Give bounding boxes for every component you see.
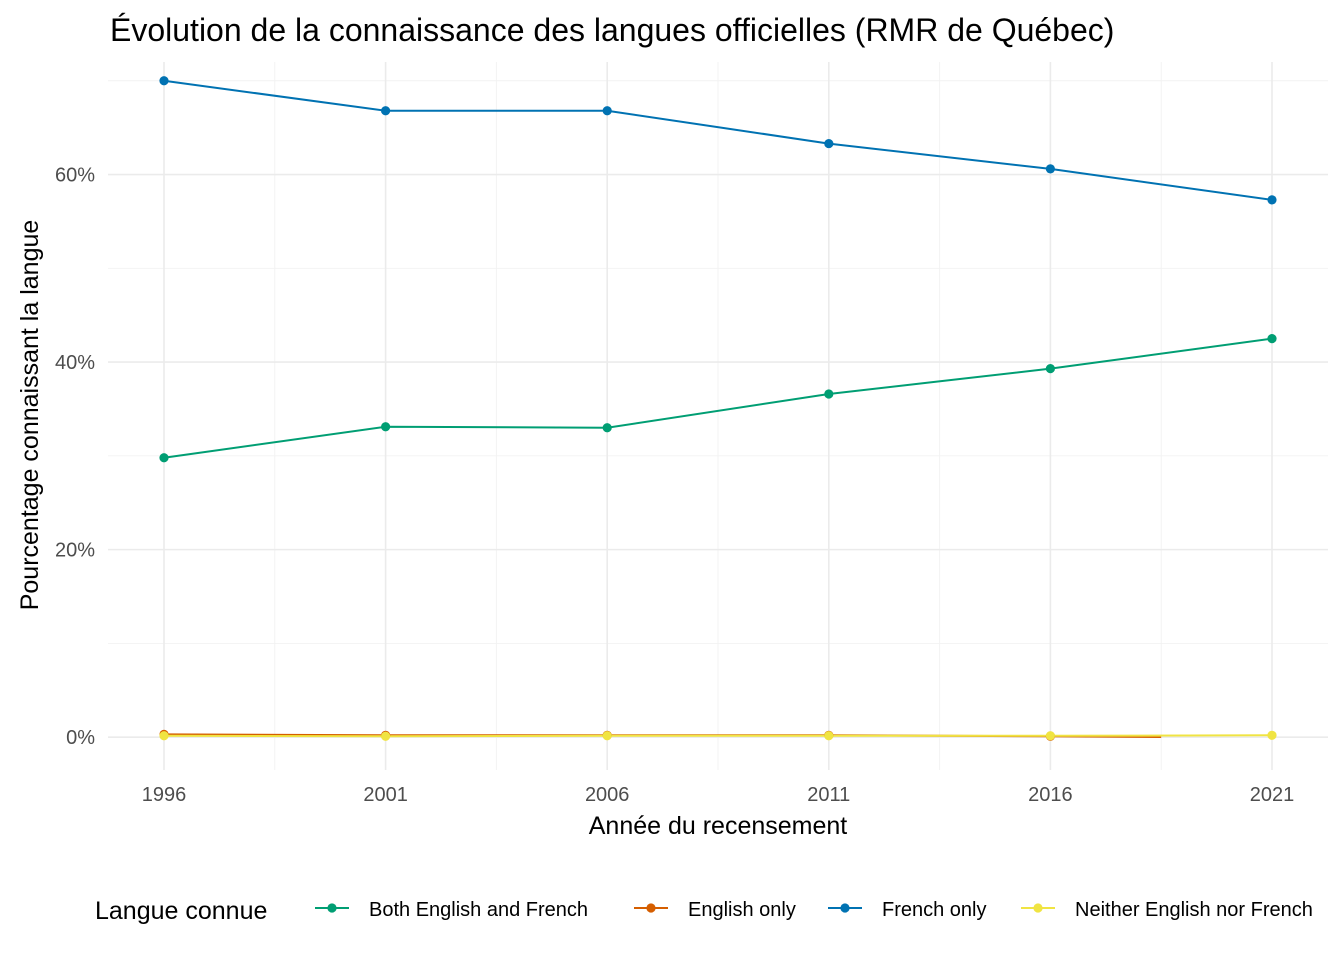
legend-key-point — [327, 903, 337, 913]
legend-item-english-only: English only — [634, 899, 796, 921]
y-tick-label: 40% — [55, 352, 95, 374]
x-tick-label: 2021 — [1250, 784, 1295, 806]
y-tick-label: 60% — [55, 165, 95, 187]
legend-key-point — [646, 903, 656, 913]
y-tick-label: 0% — [66, 727, 95, 749]
legend-label: French only — [882, 899, 987, 921]
data-point-neither-english-nor-french — [159, 731, 169, 741]
data-point-neither-english-nor-french — [381, 731, 391, 741]
x-tick-label: 1996 — [142, 784, 187, 806]
legend-item-french-only: French only — [828, 899, 987, 921]
x-tick-label: 2011 — [807, 784, 850, 806]
legend-label: English only — [688, 899, 796, 921]
data-point-neither-english-nor-french — [824, 731, 834, 741]
legend-label: Both English and French — [369, 899, 588, 921]
x-tick-label: 2001 — [363, 784, 408, 806]
data-point-french-only — [824, 138, 834, 149]
series-line-both-english-and-french — [163, 337, 1273, 459]
data-point-french-only — [602, 106, 612, 116]
legend-key-point — [840, 903, 850, 913]
data-point-both-english-and-french — [1267, 334, 1277, 344]
y-tick-label: 20% — [55, 540, 95, 562]
data-point-french-only — [1267, 195, 1277, 205]
data-point-neither-english-nor-french — [602, 731, 612, 741]
y-axis-ticks: 0% 20% 40% 60% — [55, 165, 95, 750]
data-point-both-english-and-french — [602, 423, 612, 433]
data-point-french-only — [1045, 164, 1055, 174]
series-line-french-only — [163, 79, 1273, 201]
data-point-both-english-and-french — [159, 453, 169, 463]
x-tick-label: 2006 — [585, 784, 630, 806]
legend-item-both-english-and-french: Both English and French — [315, 899, 588, 921]
data-point-french-only — [159, 76, 169, 86]
data-point-both-english-and-french — [381, 422, 391, 432]
series-points — [159, 76, 1277, 741]
legend-label: Neither English nor French — [1075, 899, 1313, 921]
data-point-french-only — [381, 106, 391, 116]
y-axis-title: Pourcentage connaissant la langue — [16, 220, 44, 611]
legend-key-point — [1033, 903, 1043, 913]
series-line-neither-english-nor-french — [163, 734, 1273, 738]
data-point-both-english-and-french — [1045, 364, 1055, 374]
series-lines — [163, 79, 1273, 738]
x-axis-ticks: 1996 2001 2006 2011 2016 2021 — [142, 784, 1295, 806]
data-point-neither-english-nor-french — [1045, 731, 1055, 741]
legend-item-neither-english-nor-french: Neither English nor French — [1021, 899, 1313, 921]
chart-title: Évolution de la connaissance des langues… — [110, 12, 1114, 48]
legend-items: Both English and French English only Frenc… — [315, 899, 1313, 921]
legend: Langue connue Both English and French Eng… — [95, 897, 1313, 925]
data-point-neither-english-nor-french — [1267, 730, 1277, 740]
data-point-both-english-and-french — [824, 389, 834, 399]
x-axis-title: Année du recensement — [589, 812, 848, 840]
x-tick-label: 2016 — [1028, 784, 1073, 806]
gridlines — [108, 62, 1328, 770]
legend-title: Langue connue — [95, 897, 267, 925]
